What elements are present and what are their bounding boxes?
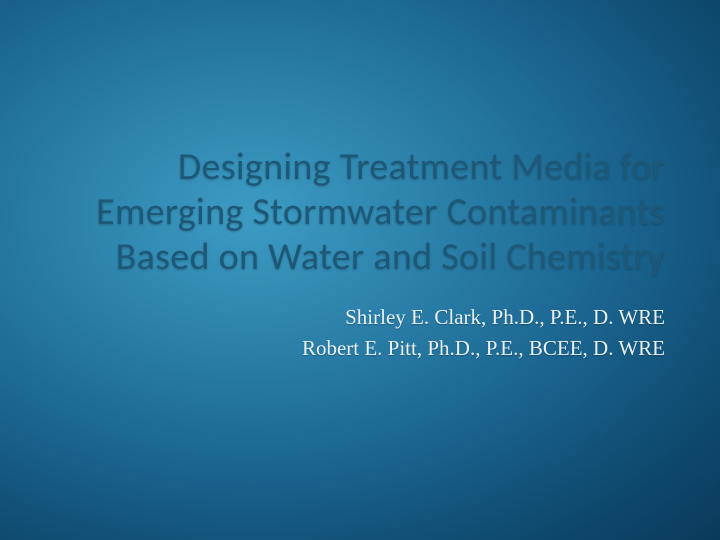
author-line: Shirley E. Clark, Ph.D., P.E., D. WRE [302, 302, 665, 334]
slide-authors: Shirley E. Clark, Ph.D., P.E., D. WRE Ro… [302, 302, 665, 365]
slide-title: Designing Treatment Media for Emerging S… [55, 145, 665, 279]
author-line: Robert E. Pitt, Ph.D., P.E., BCEE, D. WR… [302, 333, 665, 365]
title-slide: Designing Treatment Media for Emerging S… [0, 0, 720, 540]
